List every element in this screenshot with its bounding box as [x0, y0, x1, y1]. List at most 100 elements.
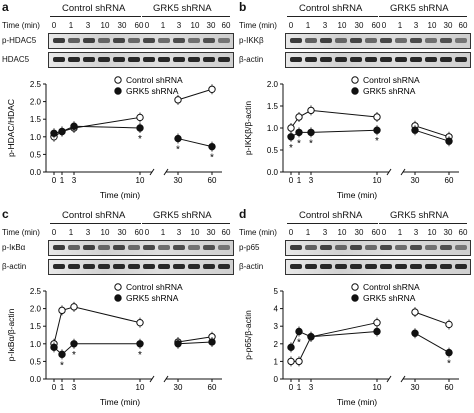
x-tick-label: 10: [373, 383, 382, 392]
data-point: [373, 327, 381, 336]
y-tick-label: 2.0: [30, 305, 42, 314]
data-point: [136, 113, 144, 122]
y-tick-label: 2.0: [267, 80, 279, 89]
legend-marker: [351, 283, 359, 291]
group-header-grk5: GRK5 shRNA: [153, 210, 212, 221]
y-tick-label: 1.5: [30, 115, 42, 124]
blot-label: HDAC5: [2, 55, 30, 64]
panel-d: d Control shRNA GRK5 shRNA Time (min) 0 0 1 1 3 3…: [237, 207, 474, 413]
blot-band: [188, 57, 200, 62]
data-point: [50, 129, 58, 137]
blot-band: [335, 245, 347, 250]
blot-band: [350, 264, 362, 269]
blot-band: [68, 264, 80, 269]
western-blot-strip: [48, 259, 234, 275]
y-tick-label: 0.0: [267, 168, 279, 177]
group-underline: [287, 223, 378, 224]
x-tick-label: 30: [174, 176, 183, 185]
data-point: [307, 333, 315, 341]
time-tick: 0: [288, 228, 294, 237]
time-label: Time (min): [239, 228, 277, 237]
data-point: [373, 318, 381, 327]
time-tick: 1: [68, 21, 74, 30]
data-point: [287, 357, 295, 366]
blot-band: [335, 38, 347, 43]
axis-break: [163, 375, 169, 383]
time-tick: 30: [117, 228, 127, 237]
time-tick: 1: [160, 228, 166, 237]
group-underline: [379, 223, 467, 224]
y-tick-label: 2.0: [30, 98, 42, 107]
blot-band: [128, 57, 140, 62]
axis-break: [149, 375, 155, 383]
western-blot-strip: [48, 240, 234, 256]
time-tick: 0: [51, 21, 57, 30]
blot-band: [290, 38, 302, 43]
time-tick: 60: [371, 21, 381, 30]
legend-label: Control shRNA: [363, 282, 420, 292]
blot-band: [320, 245, 332, 250]
time-tick: 10: [427, 21, 437, 30]
group-header-control: Control shRNA: [299, 3, 363, 14]
data-point: [174, 340, 182, 348]
time-tick: 0: [288, 21, 294, 30]
axis-break: [400, 375, 406, 383]
blot-band: [83, 38, 95, 43]
blot-band: [188, 38, 200, 43]
legend-label: GRK5 shRNA: [363, 293, 416, 303]
blot-label: p-IκBα: [2, 243, 26, 252]
x-tick-label: 0: [289, 176, 294, 185]
significance-star: *: [60, 360, 64, 371]
data-point: [287, 124, 295, 132]
panel-letter: b: [239, 0, 247, 14]
x-tick-label: 1: [60, 176, 65, 185]
blot-band: [440, 38, 452, 43]
x-tick-label: 3: [72, 383, 77, 392]
series-line: [53, 306, 141, 344]
legend-marker: [114, 76, 122, 84]
blot-band: [218, 38, 230, 43]
data-point: [287, 343, 295, 352]
time-tick: 3: [322, 228, 328, 237]
blot-band: [350, 38, 362, 43]
panel-b: b Control shRNA GRK5 shRNA Time (min) 0 0 1 1 3 3…: [237, 0, 474, 206]
data-point: [373, 126, 381, 134]
significance-star: *: [210, 153, 214, 164]
significance-star: *: [375, 136, 379, 147]
data-point: [136, 124, 144, 132]
group-header-control: Control shRNA: [62, 3, 126, 14]
series-line: [53, 116, 141, 138]
blot-band: [425, 245, 437, 250]
time-tick: 30: [206, 228, 216, 237]
x-axis-label: Time (min): [100, 397, 140, 407]
line-chart: 0.0 0.5 1.0 1.5 2.0 2.5 0 1 3 10 30 60 Time (min) p-I…: [6, 282, 222, 407]
blot-band: [128, 245, 140, 250]
axis-break: [386, 375, 392, 383]
blot-label: β-actin: [239, 262, 264, 271]
significance-star: *: [447, 359, 451, 370]
panel-letter: a: [2, 0, 9, 14]
time-tick: 3: [176, 228, 182, 237]
blot-band: [395, 264, 407, 269]
time-tick: 1: [68, 228, 74, 237]
data-point: [70, 303, 78, 311]
time-tick: 60: [134, 228, 144, 237]
time-tick: 30: [206, 21, 216, 30]
time-tick: 60: [458, 21, 468, 30]
panel-letter: c: [2, 207, 9, 221]
y-axis-label: p-HDAC/HDAC: [6, 99, 16, 157]
y-tick-label: 1.0: [267, 124, 279, 133]
panel-c: c Control shRNA GRK5 shRNA Time (min) 0 0 1 1 3 3…: [0, 207, 237, 413]
blot-band: [410, 57, 422, 62]
y-tick-label: 0.5: [30, 357, 42, 366]
blot-band: [158, 264, 170, 269]
y-tick-label: 0.0: [30, 168, 42, 177]
blot-label: p-IKKβ: [239, 36, 264, 45]
significance-star: *: [138, 134, 142, 145]
series-line: [291, 322, 378, 362]
legend-label: Control shRNA: [126, 282, 183, 292]
group-underline: [142, 223, 230, 224]
blot-band: [113, 264, 125, 269]
data-point: [295, 113, 303, 121]
blot-band: [410, 245, 422, 250]
